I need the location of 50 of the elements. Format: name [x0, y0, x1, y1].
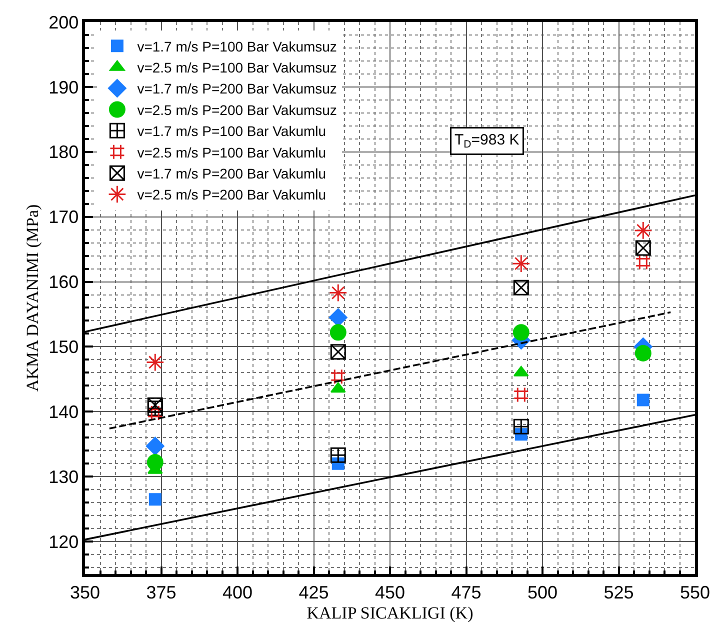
point — [147, 405, 163, 421]
x-tick-label: 350 — [70, 582, 100, 602]
x-tick-label: 400 — [222, 582, 253, 602]
x-tick-label: 475 — [451, 582, 482, 602]
point — [330, 368, 346, 384]
point — [635, 240, 651, 256]
legend-label: v=2.5 m/s P=100 Bar Vakumlu — [137, 144, 326, 160]
point — [634, 344, 652, 362]
x-tick-label: 525 — [604, 582, 634, 602]
point — [329, 284, 348, 302]
point — [146, 436, 164, 456]
y-tick-label: 190 — [48, 77, 79, 98]
y-tick-label: 150 — [48, 337, 79, 358]
annotation: T$_{D}$=983 K — [454, 132, 520, 151]
x-tick-label: 375 — [146, 582, 176, 602]
point — [513, 418, 529, 434]
x-axis-title: KALIP SICAKLIGI (K) — [306, 604, 474, 623]
legend-label: v=2.5 m/s P=200 Bar Vakumlu — [137, 186, 326, 203]
x-tick-label: 500 — [527, 582, 558, 602]
point — [513, 280, 529, 296]
x-tick-label: 450 — [374, 582, 406, 602]
x-tick-label: 550 — [680, 582, 710, 602]
legend-label: v=2.5 m/s P=100 Bar Vakumsuz — [137, 60, 337, 76]
y-tick-label: 160 — [48, 272, 79, 292]
point — [146, 353, 164, 372]
point — [330, 344, 346, 360]
point — [634, 221, 652, 240]
x-tick-label: 425 — [298, 582, 329, 602]
legend-label: v=1.7 m/s P=100 Bar Vakumlu — [137, 123, 326, 140]
legend-label: v=1.7 m/s P=200 Bar Vakumlu — [137, 166, 326, 182]
point — [513, 387, 529, 403]
legend-label: v=1.7 m/s P=200 Bar Vakumsuz — [137, 80, 337, 97]
point — [512, 254, 530, 273]
point — [148, 493, 162, 506]
y-axis-title: AKMA DAYANIMI (MPa) — [23, 204, 42, 392]
y-tick-label: 120 — [48, 532, 79, 552]
y-tick-label: 130 — [48, 466, 79, 487]
point — [147, 397, 163, 413]
y-tick-label: 170 — [48, 207, 79, 228]
point — [330, 447, 346, 463]
y-tick-label: 200 — [48, 12, 79, 32]
y-tick-label: 180 — [48, 142, 79, 162]
point — [635, 254, 651, 270]
y-tick-label: 140 — [48, 402, 79, 422]
point — [146, 454, 164, 471]
legend-label: v=2.5 m/s P=200 Bar Vakumsuz — [137, 102, 337, 118]
point — [330, 324, 346, 341]
legend-label: v=1.7 m/s P=100 Bar Vakumsuz — [137, 38, 337, 54]
point — [512, 324, 530, 341]
point — [636, 394, 650, 406]
